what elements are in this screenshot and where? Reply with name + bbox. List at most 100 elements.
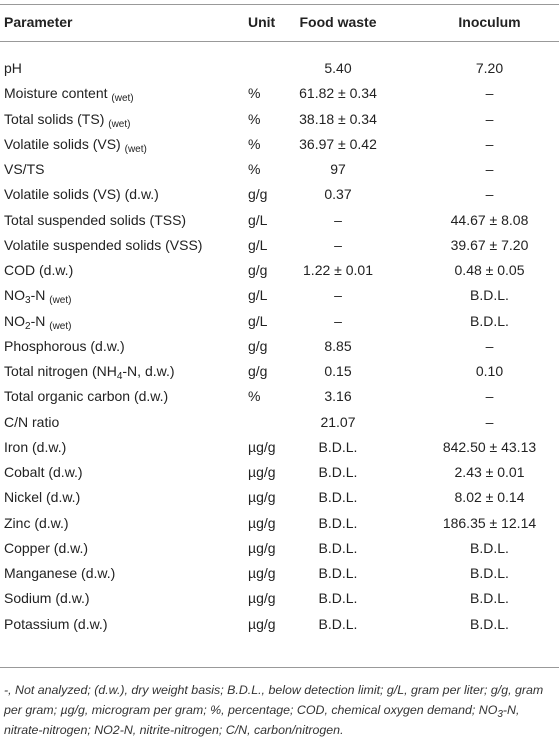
text-segment: VS/TS bbox=[4, 161, 45, 178]
inoculum-cell: 39.67 ± 7.20 bbox=[450, 236, 529, 253]
text-segment: Total organic carbon (d.w.) bbox=[4, 388, 169, 405]
parameter-cell: COD (d.w.) bbox=[4, 261, 73, 279]
parameter-cell: Iron (d.w.) bbox=[4, 438, 66, 456]
inoculum-cell: B.D.L. bbox=[470, 539, 509, 556]
food-waste-cell: B.D.L. bbox=[318, 590, 358, 607]
unit-cell: % bbox=[248, 388, 261, 405]
parameter-cell: pH bbox=[4, 59, 22, 77]
text-segment: Phosphorous (d.w.) bbox=[4, 337, 125, 354]
food-waste-cell: B.D.L. bbox=[318, 615, 358, 632]
text-segment: Nickel (d.w.) bbox=[4, 489, 81, 506]
text-segment: Total solids (TS) bbox=[4, 110, 109, 127]
inoculum-cell: 8.02 ± 0.14 bbox=[454, 489, 525, 506]
subscript: 3 bbox=[497, 709, 503, 720]
parameter-cell: C/N ratio bbox=[4, 413, 59, 431]
text-segment: Moisture content bbox=[4, 85, 112, 102]
unit-cell: % bbox=[248, 135, 261, 152]
inoculum-cell: B.D.L. bbox=[470, 312, 509, 329]
parameter-cell: NO2-N (wet) bbox=[4, 312, 72, 332]
text-segment: Volatile suspended solids (VSS) bbox=[4, 236, 203, 253]
subscript: (wet) bbox=[108, 118, 131, 130]
unit-cell: % bbox=[248, 85, 261, 102]
parameter-cell: Sodium (d.w.) bbox=[4, 589, 90, 607]
food-waste-cell: 97 bbox=[330, 161, 346, 178]
header-cell: Inoculum bbox=[458, 14, 521, 30]
food-waste-cell: 1.22 ± 0.01 bbox=[303, 262, 373, 279]
food-waste-cell: 0.15 bbox=[324, 363, 352, 380]
inoculum-cell: – bbox=[485, 337, 494, 354]
food-waste-cell: 3.16 bbox=[324, 388, 352, 405]
text-segment: COD (d.w.) bbox=[4, 262, 74, 279]
text-segment: Zinc (d.w.) bbox=[4, 514, 69, 531]
parameter-cell: Nickel (d.w.) bbox=[4, 488, 80, 506]
text-segment: -N bbox=[30, 287, 50, 304]
food-waste-cell: – bbox=[334, 312, 342, 329]
unit-cell: g/L bbox=[248, 287, 268, 304]
text-segment: Potassium (d.w.) bbox=[4, 615, 108, 632]
top-rule bbox=[0, 4, 559, 5]
unit-cell: % bbox=[248, 110, 261, 127]
text-segment: Manganese (d.w.) bbox=[4, 565, 116, 582]
unit-cell: µg/g bbox=[248, 615, 276, 632]
food-waste-cell: – bbox=[334, 211, 342, 228]
parameter-cell: Total solids (TS) (wet) bbox=[4, 110, 131, 130]
text-segment: Copper (d.w.) bbox=[4, 539, 89, 556]
unit-cell: µg/g bbox=[248, 438, 276, 455]
text-segment: -N bbox=[30, 312, 50, 329]
subscript: (wet) bbox=[124, 143, 147, 155]
text-segment: NO bbox=[4, 312, 25, 329]
unit-cell: µg/g bbox=[248, 489, 276, 506]
inoculum-cell: 0.48 ± 0.05 bbox=[454, 262, 525, 279]
header-cell: Parameter bbox=[4, 14, 73, 30]
parameter-cell: Cobalt (d.w.) bbox=[4, 463, 83, 481]
text-segment: Total suspended solids (TSS) bbox=[4, 211, 187, 228]
inoculum-cell: – bbox=[485, 110, 494, 127]
unit-cell: µg/g bbox=[248, 565, 276, 582]
subscript: (wet) bbox=[49, 320, 72, 332]
food-waste-cell: 21.07 bbox=[320, 413, 356, 430]
text-segment: -, Not analyzed; (d.w.), dry weight basi… bbox=[4, 683, 544, 717]
inoculum-cell: – bbox=[485, 161, 494, 178]
food-waste-cell: 61.82 ± 0.34 bbox=[299, 85, 377, 102]
food-waste-cell: B.D.L. bbox=[318, 539, 358, 556]
inoculum-cell: B.D.L. bbox=[470, 565, 509, 582]
unit-cell: g/g bbox=[248, 262, 268, 279]
subscript: 2 bbox=[25, 320, 31, 332]
inoculum-cell: 44.67 ± 8.08 bbox=[450, 211, 529, 228]
parameter-cell: NO3-N (wet) bbox=[4, 286, 72, 307]
unit-cell: g/g bbox=[248, 186, 268, 203]
subscript: (wet) bbox=[111, 93, 134, 105]
food-waste-cell: B.D.L. bbox=[318, 565, 358, 582]
header-cell: Food waste bbox=[299, 14, 377, 30]
inoculum-cell: B.D.L. bbox=[470, 287, 509, 304]
parameter-cell: Zinc (d.w.) bbox=[4, 514, 69, 532]
unit-cell: g/g bbox=[248, 363, 268, 380]
inoculum-cell: B.D.L. bbox=[470, 590, 509, 607]
text-segment: C/N ratio bbox=[4, 413, 60, 430]
inoculum-cell: 842.50 ± 43.13 bbox=[442, 438, 537, 455]
parameter-cell: Moisture content (wet) bbox=[4, 84, 134, 105]
food-waste-cell: B.D.L. bbox=[318, 464, 358, 481]
parameter-cell: Volatile solids (VS) (d.w.) bbox=[4, 185, 159, 203]
parameter-cell: Manganese (d.w.) bbox=[4, 564, 115, 582]
unit-cell: g/g bbox=[248, 337, 268, 354]
inoculum-cell: – bbox=[485, 388, 494, 405]
unit-cell: µg/g bbox=[248, 539, 276, 556]
text-segment: Iron (d.w.) bbox=[4, 438, 67, 455]
unit-cell: µg/g bbox=[248, 464, 276, 481]
subscript: 3 bbox=[25, 295, 31, 307]
header-cell: Unit bbox=[248, 14, 276, 30]
inoculum-cell: 186.35 ± 12.14 bbox=[442, 514, 537, 531]
text-segment: Volatile solids (VS) (d.w.) bbox=[4, 186, 159, 203]
subscript: (wet) bbox=[49, 295, 72, 307]
text-segment: -N, nitrate-nitrogen; NO2-N, nitrite-nit… bbox=[4, 703, 520, 737]
text-segment: Sodium (d.w.) bbox=[4, 590, 90, 607]
food-waste-cell: – bbox=[334, 236, 342, 253]
inoculum-cell: – bbox=[485, 413, 494, 430]
unit-cell: g/L bbox=[248, 211, 268, 228]
food-waste-cell: 5.40 bbox=[324, 60, 352, 76]
text-segment: -N, d.w.) bbox=[122, 363, 175, 380]
food-waste-cell: B.D.L. bbox=[318, 514, 358, 531]
parameter-cell: Potassium (d.w.) bbox=[4, 615, 107, 633]
